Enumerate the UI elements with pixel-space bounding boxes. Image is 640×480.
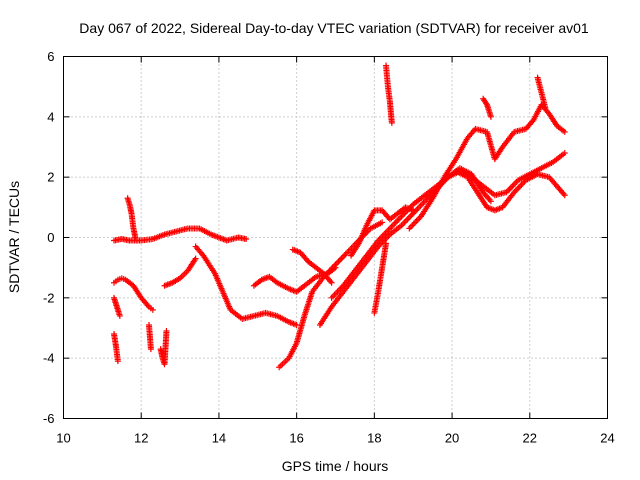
series-track-d — [111, 331, 121, 365]
data-point — [116, 312, 123, 319]
x-tick-label: 22 — [523, 431, 537, 446]
data-point — [192, 255, 199, 262]
data-point — [147, 346, 154, 353]
y-axis-label: SDTVAR / TECUs — [6, 181, 22, 293]
data-points — [111, 62, 568, 371]
data-point — [379, 219, 386, 226]
data-point — [328, 279, 335, 286]
series-track-h — [161, 255, 199, 289]
x-tick-label: 24 — [600, 431, 614, 446]
data-point — [163, 328, 170, 335]
series-track-s — [452, 168, 568, 214]
series-track-c — [111, 294, 123, 319]
y-tick-label: 4 — [47, 109, 54, 124]
series-track-q — [383, 62, 395, 126]
series-track-e — [124, 195, 139, 241]
data-point — [410, 207, 417, 214]
series-track-o — [348, 204, 417, 259]
x-tick-label: 10 — [56, 431, 70, 446]
y-tick-label: 6 — [47, 49, 54, 64]
x-axis-label: GPS time / hours — [282, 458, 389, 474]
y-tick-label: 2 — [47, 170, 54, 185]
series-track-u — [534, 74, 549, 111]
data-point — [561, 192, 568, 199]
x-tick-label: 20 — [445, 431, 459, 446]
data-point — [487, 198, 494, 205]
plot-frame — [63, 56, 608, 419]
data-point — [487, 113, 494, 120]
series-track-b — [111, 275, 156, 313]
chart-title: Day 067 of 2022, Sidereal Day-to-day VTE… — [79, 20, 589, 36]
data-point — [383, 240, 390, 247]
y-tick-label: -6 — [43, 411, 55, 426]
x-tick-label: 16 — [289, 431, 303, 446]
series-track-g — [157, 328, 170, 368]
series-track-t — [480, 95, 494, 120]
x-tick-label: 14 — [212, 431, 226, 446]
data-point — [114, 358, 121, 365]
series-track-p — [371, 240, 390, 316]
data-point — [149, 306, 156, 313]
x-tick-label: 12 — [134, 431, 148, 446]
y-tick-label: -4 — [43, 351, 55, 366]
data-point — [293, 321, 300, 328]
series-track-a — [111, 225, 250, 244]
y-tick-label: 0 — [47, 230, 54, 245]
data-point — [542, 104, 549, 111]
data-point — [388, 119, 395, 126]
data-point — [561, 128, 568, 135]
data-point — [243, 236, 250, 243]
series-track-i — [192, 243, 300, 328]
x-tick-label: 18 — [367, 431, 381, 446]
data-point — [561, 150, 568, 157]
data-point — [132, 234, 139, 241]
series-track-f — [145, 321, 154, 353]
series-track-r — [406, 101, 568, 232]
y-tick-label: -2 — [43, 290, 55, 305]
